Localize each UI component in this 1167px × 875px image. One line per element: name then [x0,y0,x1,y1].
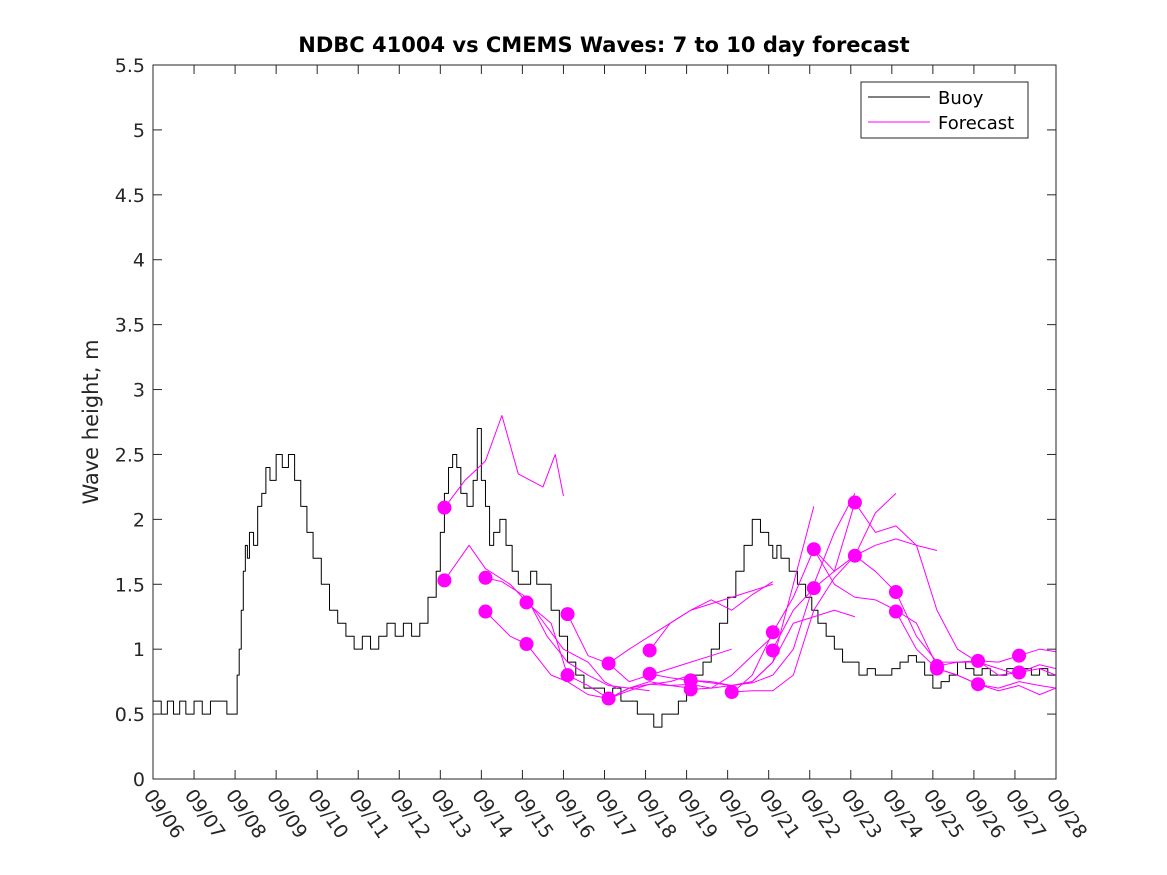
series-line-forecast-10 [649,581,774,651]
legend-label-forecast: Forecast [938,113,1014,134]
forecast-start-marker [724,685,739,700]
legend-label-buoy: Buoy [938,88,984,109]
y-tick-label: 0.5 [115,704,145,726]
forecast-start-marker [765,625,780,640]
series-line-forecast-19 [936,668,1056,696]
series-line-forecast-16 [813,548,1020,676]
forecast-start-marker [888,585,903,600]
series-line-buoy [153,427,1056,728]
forecast-start-marker [847,495,862,510]
forecast-start-marker [765,643,780,658]
forecast-start-marker [478,570,493,585]
forecast-start-marker [888,604,903,619]
y-tick-label: 0 [133,769,145,791]
forecast-start-marker [971,653,986,668]
y-tick-label: 1.5 [115,574,145,596]
series-line-forecast-12 [690,609,856,690]
y-tick-label: 2.5 [115,444,145,466]
forecast-start-marker [806,581,821,596]
forecast-start-marker [1012,648,1027,663]
forecast-start-marker [478,604,493,619]
forecast-start-marker [519,595,534,610]
y-tick-label: 3 [133,380,145,402]
forecast-start-marker [560,668,575,683]
series-line-forecast-11 [690,493,856,687]
forecast-start-marker [437,573,452,588]
legend: Buoy Forecast [860,81,1029,139]
forecast-start-marker [642,643,657,658]
y-tick-label: 3.5 [115,315,145,337]
y-tick-label: 2 [133,509,145,531]
data-layer [153,415,1056,728]
legend-box [860,81,1029,139]
forecast-start-marker [437,500,452,515]
y-tick-label: 1 [133,639,145,661]
forecast-start-marker [642,666,657,681]
series-line-forecast-21 [1018,664,1056,674]
forecast-start-marker [806,542,821,557]
series-line-forecast-3 [485,577,650,692]
forecast-start-marker [560,607,575,622]
series-line-forecast-1 [444,415,564,508]
forecast-start-marker [971,677,986,692]
forecast-start-marker [601,691,616,706]
forecast-start-marker [519,636,534,651]
series-line-forecast-15 [772,501,979,663]
series-line-forecast-13 [731,493,897,693]
y-tick-label: 5.5 [115,55,145,77]
forecast-start-marker [601,656,616,671]
chart-title: NDBC 41004 vs CMEMS Waves: 7 to 10 day f… [298,33,909,57]
y-axis-label: Wave height, m [79,339,103,504]
forecast-start-marker [847,548,862,563]
y-tick-label: 5 [133,120,145,142]
forecast-start-marker [929,661,944,676]
forecast-start-marker [683,682,698,697]
y-tick-label: 4 [133,250,145,272]
series-line-forecast-2 [444,544,618,689]
forecast-start-marker [1012,665,1027,680]
y-tick-label: 4.5 [115,185,145,207]
